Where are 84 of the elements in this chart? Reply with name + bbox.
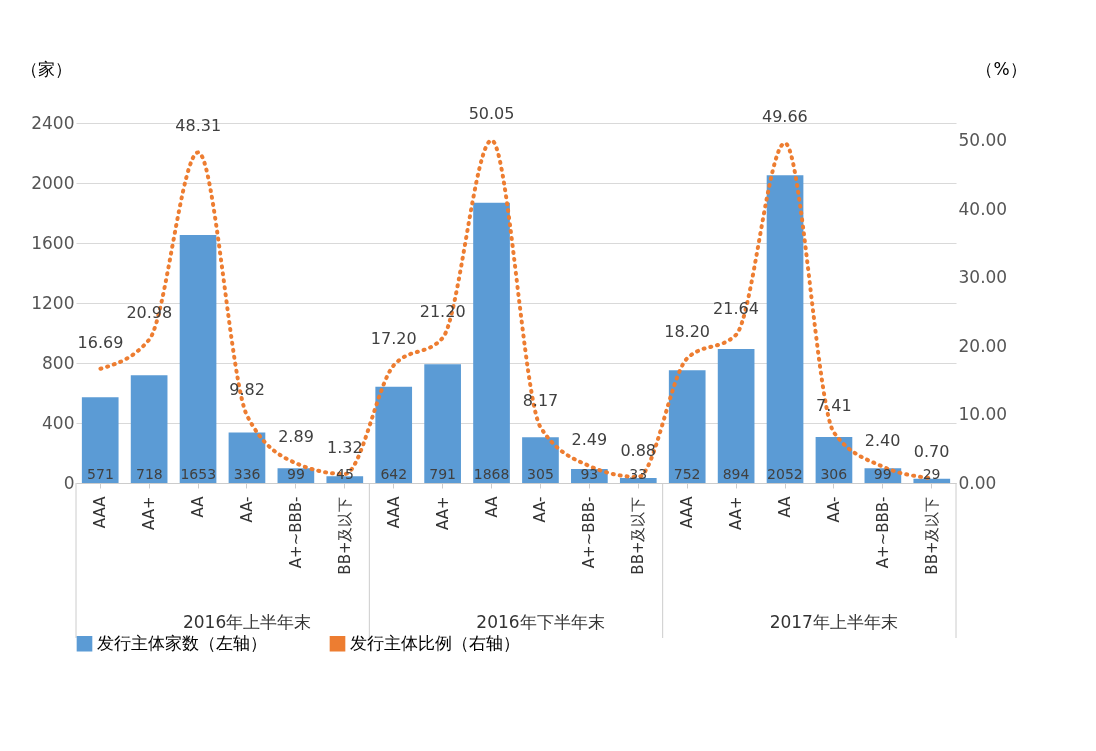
x-tick-label: AA [189,495,208,518]
y-tick-label: 800 [42,352,75,373]
bar [473,202,510,483]
data-label: 1653 [180,466,217,482]
data-label: 18.20 [664,322,711,342]
x-tick-label: AA- [531,496,550,523]
x-tick-label: AA [776,495,795,518]
bar [668,370,706,483]
y2-tick-label: 0.00 [958,472,997,493]
bar [913,478,951,483]
y-axis-title: （家） [21,58,72,79]
bar [179,235,217,483]
x-tick-label: AA+ [727,496,746,531]
data-label: 336 [233,466,261,482]
y-tick-label: 1600 [31,232,75,253]
data-label: 93 [580,466,599,482]
y2-tick-label: 10.00 [958,404,1008,425]
data-label: 0.70 [913,442,950,462]
bar [81,397,119,483]
x-tick-label: AA+ [140,496,159,531]
bar [424,364,461,483]
bar [522,437,559,483]
x-tick-label: AA- [237,496,256,523]
x-tick-label: AAA [91,495,110,529]
x-tick-label: AAA [384,495,403,529]
x-tick-label: BB+及以下 [335,496,354,575]
data-label: 49.66 [761,107,808,127]
y-tick-label: 0 [63,472,75,493]
text: 2017年上半年末 [769,612,898,632]
data-label: 21.64 [713,298,759,318]
data-label: 50.05 [468,104,515,124]
x-tick-label: AA- [824,496,843,523]
x-tick-label: AA [482,495,501,518]
y2-tick-label: 30.00 [958,267,1008,288]
x-tick-label: BB+及以下 [922,496,941,575]
y2-axis-title: （%） [976,58,1027,79]
data-label: 306 [820,466,848,482]
data-label: 7.41 [815,396,852,416]
legend-label: 发行主体比例（右轴） [350,632,520,653]
data-label: 642 [380,466,408,482]
data-label: 0.88 [620,440,657,460]
data-label: 894 [722,466,750,482]
data-label: 21.20 [419,301,466,321]
text: 2016年上半年末 [182,612,312,632]
bar [766,175,804,483]
legend-label: 发行主体家数（左轴） [97,632,267,653]
x-tick-label: AAA [678,495,697,529]
data-label: 17.20 [370,329,417,349]
data-label: 20.98 [126,303,173,323]
y-tick-label: 2000 [31,172,75,193]
x-tick-label: A+~BBB- [580,496,599,569]
data-label: 2.89 [278,427,314,447]
bar [375,386,413,483]
data-label: 45 [335,466,354,482]
data-label: 9.82 [229,379,265,399]
y2-tick-label: 50.00 [958,130,1008,151]
y2-tick-label: 20.00 [958,335,1008,356]
y-tick-label: 400 [42,412,75,433]
data-label: 1868 [473,466,510,482]
data-label: 99 [873,466,892,482]
y-tick-label: 1200 [31,292,75,313]
data-label: 29 [922,466,941,482]
data-label: 48.31 [175,116,222,136]
data-label: 2.49 [571,429,608,449]
x-tick-label: AA+ [433,496,452,531]
y-tick-label: 2400 [31,112,75,133]
data-label: 305 [527,466,554,482]
bar [717,348,755,483]
data-label: 8.17 [522,391,559,411]
x-tick-label: A+~BBB- [873,496,892,569]
bar [130,375,168,483]
y2-tick-label: 40.00 [958,198,1008,219]
text: 2016年下半年末 [476,612,605,632]
data-label: 571 [87,466,114,482]
data-label: 718 [135,466,163,482]
data-label: 99 [287,466,305,482]
data-label: 2.40 [864,430,901,450]
data-label: 1.32 [327,437,363,457]
x-tick-label: BB+及以下 [629,496,648,575]
data-label: 16.69 [77,332,124,352]
data-label: 2052 [767,466,803,482]
data-label: 791 [429,466,457,482]
data-label: 752 [673,466,701,482]
x-tick-label: A+~BBB- [286,496,305,569]
